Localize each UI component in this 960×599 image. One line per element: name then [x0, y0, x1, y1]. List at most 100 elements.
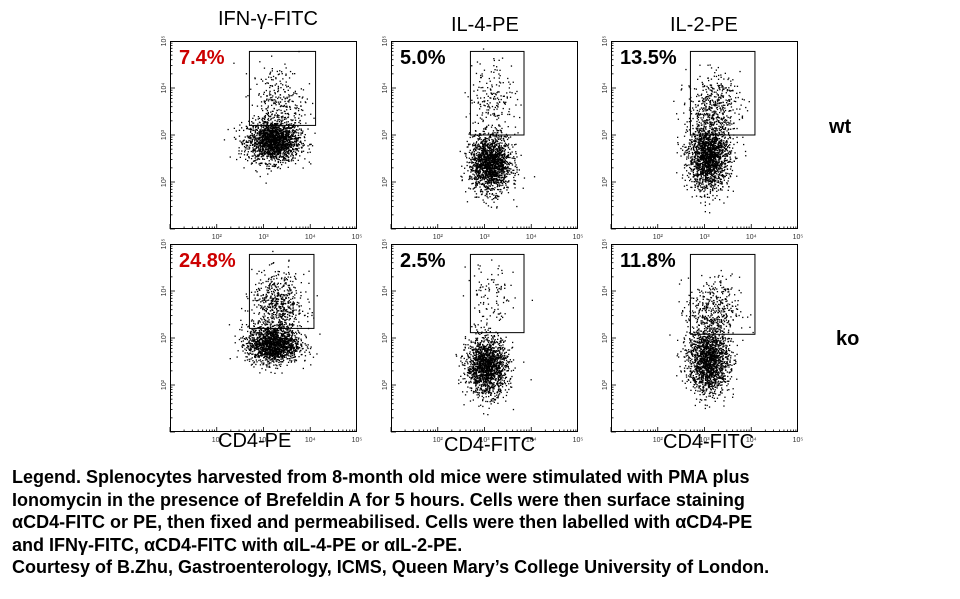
data-point	[295, 143, 298, 145]
data-point	[481, 176, 484, 178]
data-point	[700, 190, 702, 192]
data-point	[486, 190, 488, 192]
data-point	[300, 115, 303, 117]
data-point	[292, 94, 294, 96]
data-point	[271, 70, 273, 72]
data-point	[279, 155, 281, 157]
data-point	[514, 172, 516, 175]
data-point	[488, 77, 490, 80]
data-point	[272, 146, 274, 148]
data-point	[262, 80, 264, 82]
data-point	[502, 184, 504, 186]
data-point	[688, 150, 690, 153]
data-point	[478, 144, 480, 146]
data-point	[261, 126, 263, 128]
data-point	[243, 154, 246, 156]
data-point	[285, 138, 287, 140]
data-point	[503, 95, 505, 97]
data-point	[279, 148, 282, 150]
data-point	[287, 156, 290, 158]
data-point	[288, 129, 290, 132]
data-point	[296, 138, 298, 140]
data-point	[502, 161, 504, 163]
data-point	[686, 189, 688, 191]
data-point	[688, 142, 690, 144]
data-point	[265, 132, 267, 134]
data-point	[277, 114, 279, 116]
data-point	[258, 133, 260, 135]
data-point	[475, 157, 477, 159]
data-point	[269, 145, 271, 147]
data-point	[725, 159, 728, 162]
data-point	[496, 174, 498, 177]
data-point	[273, 134, 275, 137]
data-point	[503, 171, 505, 173]
data-point	[260, 101, 263, 103]
data-point	[685, 129, 688, 131]
data-point	[265, 112, 267, 115]
data-point	[268, 125, 270, 127]
data-point	[702, 110, 704, 112]
data-point	[487, 197, 489, 199]
data-point	[489, 144, 491, 146]
data-point	[496, 69, 498, 71]
data-point	[477, 182, 479, 184]
data-point	[488, 169, 490, 171]
data-point	[513, 157, 515, 159]
data-point	[483, 128, 485, 130]
data-point	[708, 160, 710, 162]
data-point	[490, 71, 492, 73]
data-point	[274, 155, 276, 157]
data-point	[708, 153, 710, 155]
data-point	[485, 181, 488, 183]
data-point	[491, 172, 493, 175]
data-point	[248, 156, 250, 158]
data-point	[475, 181, 477, 183]
data-point	[289, 106, 291, 109]
data-point	[500, 148, 502, 150]
data-point	[710, 160, 712, 162]
data-point	[467, 96, 469, 98]
data-point	[494, 159, 497, 161]
data-point	[267, 139, 269, 141]
data-point	[483, 170, 485, 172]
data-point	[484, 165, 486, 167]
data-point	[484, 160, 486, 162]
data-point	[483, 144, 485, 147]
data-point	[295, 140, 297, 142]
data-point	[265, 153, 267, 155]
data-point	[250, 158, 253, 160]
data-point	[498, 85, 500, 87]
data-point	[291, 95, 293, 97]
data-point	[497, 168, 499, 170]
data-point	[512, 172, 515, 174]
data-point	[267, 142, 269, 144]
data-point	[262, 154, 264, 156]
data-point	[253, 137, 255, 139]
data-point	[292, 147, 294, 150]
data-point	[254, 139, 256, 141]
data-point	[306, 98, 308, 100]
data-point	[494, 140, 496, 142]
data-point	[699, 166, 701, 168]
data-point	[696, 178, 699, 180]
data-point	[491, 155, 493, 157]
data-point	[251, 133, 253, 135]
data-point	[301, 150, 303, 152]
data-point	[498, 91, 500, 93]
data-point	[263, 131, 265, 133]
data-point	[494, 177, 496, 180]
data-point	[245, 144, 247, 146]
data-point	[278, 96, 280, 98]
data-point	[487, 106, 489, 108]
data-point	[492, 161, 494, 163]
data-point	[488, 177, 490, 180]
data-point	[492, 180, 494, 182]
data-point	[475, 163, 478, 165]
data-point	[293, 145, 296, 147]
data-point	[285, 143, 287, 145]
data-point	[288, 101, 290, 103]
data-point	[259, 134, 262, 136]
data-point	[497, 150, 499, 153]
y-tick-label: 10²	[161, 176, 168, 187]
